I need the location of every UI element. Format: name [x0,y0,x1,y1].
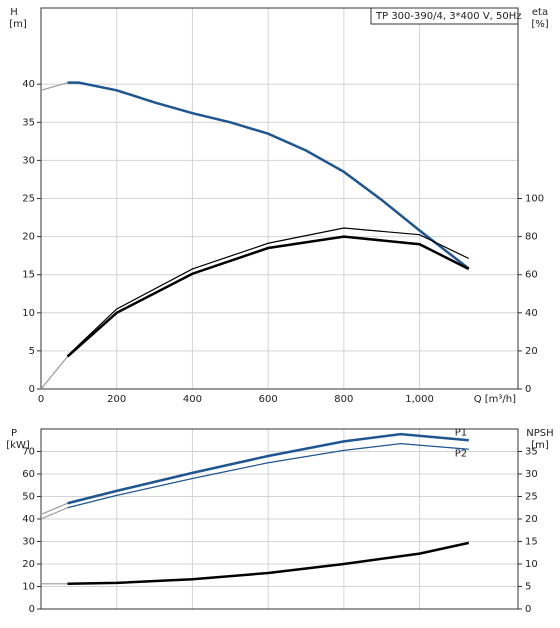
y2-tick-label: 0 [525,384,531,395]
y-tick-label: 10 [22,308,35,319]
y2-tick-label: 40 [525,308,538,319]
series-line [67,443,469,509]
x-tick-label: 400 [183,394,202,405]
y-tick-label: 15 [22,270,35,281]
series-line [67,432,469,505]
series-line [67,541,470,586]
title-box [370,7,519,25]
y2-tick-label: 60 [525,270,538,281]
y-tick-label: 0 [29,604,35,615]
x-tick-label: 800 [334,394,353,405]
y-tick-label: 5 [29,346,35,357]
series-line [67,227,470,357]
x-axis-label: Q [m³/h] [474,394,516,405]
series-line [40,502,68,516]
chart-title: TP 300-390/4, 3*400 V, 50Hz [375,11,522,22]
series-line [40,82,68,91]
y-axis-label: H [10,7,18,18]
y-tick-label: 30 [22,537,35,548]
series-label: P1 [455,427,467,438]
series-line [40,507,68,520]
y2-tick-label: 25 [525,492,538,503]
y-tick-label: 20 [22,559,35,570]
y2-tick-label: 15 [525,537,538,548]
y-tick-label: 40 [22,79,35,90]
y-axis-unit: [kW] [6,440,30,451]
y-tick-label: 60 [22,469,35,480]
y-tick-label: 20 [22,232,35,243]
y2-tick-label: 30 [525,469,538,480]
series-line [66,235,470,358]
x-tick-label: 1,000 [405,394,434,405]
y-tick-label: 40 [22,514,35,525]
y-axis-label: P [11,428,17,439]
y2-axis-label: eta [532,7,548,18]
y2-tick-label: 5 [525,582,531,593]
y-tick-label: 50 [22,492,35,503]
y2-axis-label: NPSH [526,428,553,439]
x-tick-label: 0 [38,394,44,405]
y-tick-label: 10 [22,582,35,593]
y2-tick-label: 80 [525,232,538,243]
y-tick-label: 30 [22,155,35,166]
y-axis-unit: [m] [9,19,27,30]
y-tick-label: 35 [22,117,35,128]
y2-tick-label: 35 [525,447,538,458]
y2-tick-label: 0 [525,604,531,615]
x-tick-label: 600 [259,394,278,405]
y-tick-label: 0 [29,384,35,395]
series-line [40,356,68,390]
x-tick-label: 200 [107,394,126,405]
y2-tick-label: 20 [525,514,538,525]
y2-axis-unit: [m] [531,440,549,451]
y2-tick-label: 10 [525,559,538,570]
y2-tick-label: 100 [525,194,544,205]
y-tick-label: 70 [22,447,35,458]
series-label: P2 [455,448,467,459]
plot-frame [40,7,519,390]
y2-tick-label: 20 [525,346,538,357]
y-tick-label: 25 [22,194,35,205]
series-line [67,81,470,270]
y2-axis-unit: [%] [531,19,548,30]
